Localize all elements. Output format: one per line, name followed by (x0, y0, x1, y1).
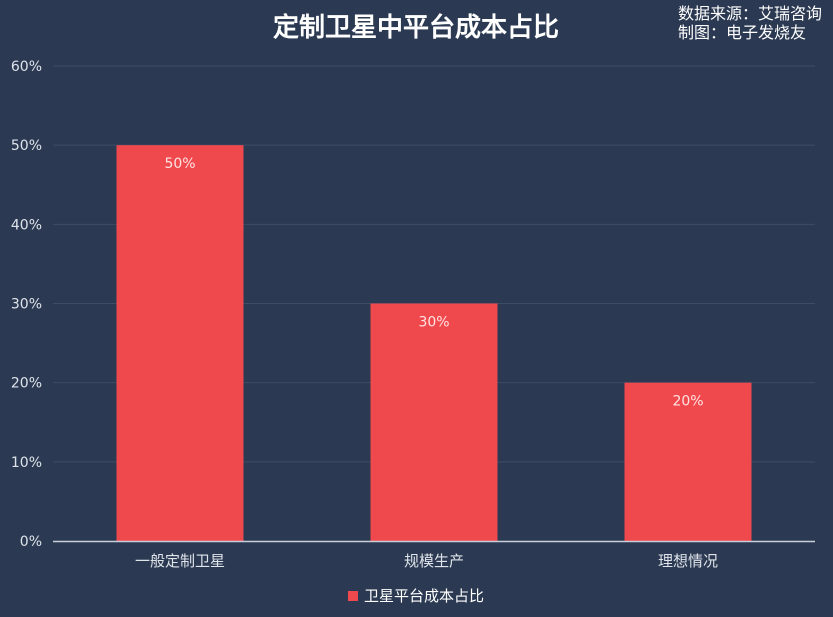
y-axis-ticks: 0% 10% 20% 30% 40% 50% 60% (11, 59, 42, 550)
y-tick-label: 30% (11, 297, 42, 313)
x-tick-label: 理想情况 (658, 552, 718, 570)
bar-2[interactable] (370, 303, 498, 542)
x-tick-label: 规模生产 (404, 552, 464, 570)
legend[interactable]: 卫星平台成本占比 (348, 587, 484, 605)
bar-1[interactable] (116, 145, 244, 541)
data-label: 30% (418, 315, 449, 331)
data-label: 20% (672, 394, 703, 410)
data-label: 50% (164, 156, 195, 172)
source-note-line2: 制图：电子发烧友 (678, 23, 806, 42)
y-tick-label: 0% (20, 534, 42, 550)
y-tick-label: 50% (11, 138, 42, 154)
legend-swatch (348, 591, 358, 601)
data-labels: 50% 30% 20% (164, 156, 703, 409)
legend-label-series-1: 卫星平台成本占比 (364, 587, 484, 605)
bar-3[interactable] (624, 382, 752, 541)
source-note-line1: 数据来源：艾瑞咨询 (678, 4, 822, 23)
y-tick-label: 20% (11, 376, 42, 392)
y-tick-label: 40% (11, 217, 42, 233)
x-tick-label: 一般定制卫星 (135, 552, 225, 570)
x-axis-ticks: 一般定制卫星 规模生产 理想情况 (135, 552, 718, 570)
bars (116, 145, 752, 542)
y-tick-label: 60% (11, 59, 42, 75)
chart-title: 定制卫星中平台成本占比 (273, 12, 559, 43)
y-tick-label: 10% (11, 455, 42, 471)
